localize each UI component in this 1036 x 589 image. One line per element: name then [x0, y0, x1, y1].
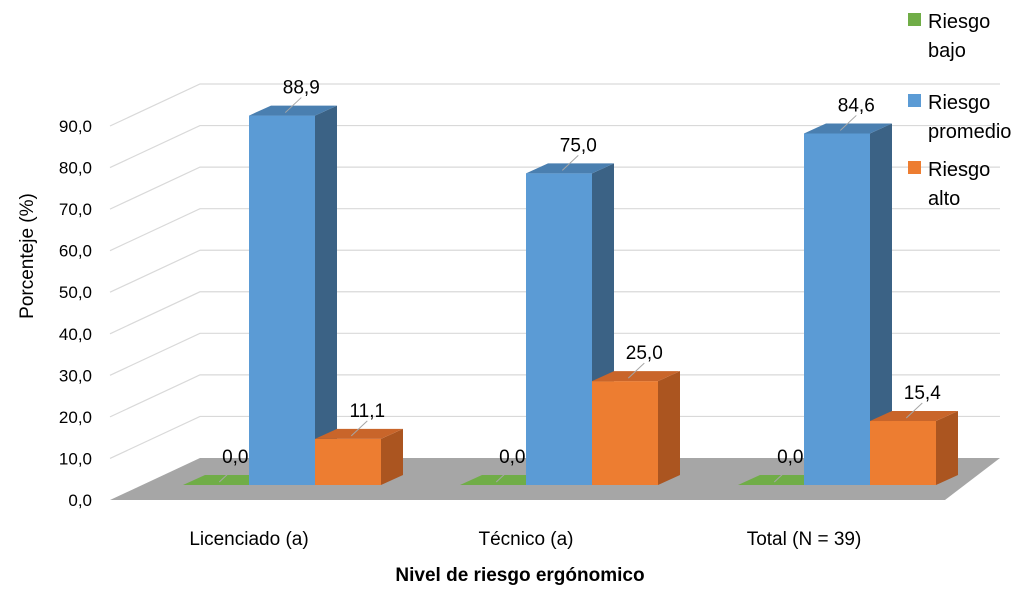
bar-side [658, 371, 680, 485]
data-labels: 0,0 88,9 11,1 0,0 75,0 25,0 0,0 84,6 15,4 [218, 78, 941, 483]
bar [526, 163, 614, 486]
gridline [109, 166, 1000, 210]
legend-label: promedio [928, 121, 1011, 143]
gridline [109, 291, 1000, 335]
label-leader [218, 466, 236, 483]
bar [804, 123, 892, 485]
legend-label: Riesgo [928, 159, 990, 181]
bar-front [315, 438, 381, 485]
legend-label: Riesgo [928, 92, 990, 114]
gridline [109, 374, 1000, 418]
x-category-label: Técnico (a) [478, 529, 573, 550]
data-label: 11,1 [350, 401, 386, 422]
y-tick-label: 90,0 [59, 117, 92, 136]
y-tick-label: 10,0 [59, 449, 92, 468]
legend-item: Riesgo alto [908, 159, 990, 210]
bar-top [526, 163, 614, 174]
y-tick-label: 50,0 [59, 283, 92, 302]
x-category-label: Licenciado (a) [189, 529, 308, 550]
label-leader [284, 97, 302, 113]
label-leader [773, 466, 791, 483]
x-axis-title: Nivel de riesgo ergónomico [395, 565, 644, 586]
bar [249, 105, 337, 486]
bar-top [249, 105, 337, 116]
legend-swatch [908, 161, 921, 174]
y-tick-labels: 0,0 10,0 20,0 30,0 40,0 50,0 60,0 70,0 80,0 90,0 [59, 117, 92, 510]
label-leader [627, 362, 645, 379]
y-axis-title: Porcenteje (%) [17, 193, 38, 319]
legend-item: Riesgo bajo [908, 11, 990, 62]
label-leader [350, 420, 368, 437]
y-tick-label: 70,0 [59, 200, 92, 219]
label-leader [905, 402, 923, 419]
label-leader [839, 115, 857, 131]
data-label: 0,0 [777, 447, 803, 468]
y-tick-label: 20,0 [59, 408, 92, 427]
data-label: 15,4 [904, 383, 941, 404]
gridline [109, 83, 1000, 127]
legend-swatch [908, 13, 921, 26]
y-tick-label: 80,0 [59, 159, 92, 178]
category-labels: Licenciado (a) Técnico (a) Total (N = 39) [189, 529, 861, 550]
data-label: 25,0 [626, 343, 663, 364]
gridline [109, 415, 1000, 459]
data-label: 0,0 [499, 447, 525, 468]
bar-side [381, 428, 403, 485]
bar-front [526, 173, 592, 486]
data-label: 0,0 [222, 447, 248, 468]
bar-side [315, 105, 337, 486]
bars [183, 105, 958, 486]
bar-top [592, 371, 680, 382]
legend-item: Riesgo promedio [908, 92, 1011, 143]
legend-label: alto [928, 188, 960, 210]
gridline [109, 208, 1000, 252]
bar-side [936, 411, 958, 485]
x-category-label: Total (N = 39) [747, 529, 862, 550]
legend: Riesgo bajo Riesgo promedio Riesgo alto [908, 11, 1011, 210]
gridline [109, 124, 1000, 169]
bar-front [804, 133, 870, 485]
bar-front [870, 421, 936, 485]
bar-top [870, 411, 958, 422]
legend-label: Riesgo [928, 11, 990, 33]
label-leader [495, 466, 513, 483]
bar-top [315, 428, 403, 439]
bar [870, 411, 958, 485]
bar [592, 371, 680, 485]
y-tick-label: 60,0 [59, 242, 92, 261]
label-leader [561, 154, 579, 171]
gridline [109, 249, 1000, 293]
bar [315, 428, 403, 485]
data-label: 88,9 [283, 78, 320, 99]
y-tick-label: 0,0 [68, 491, 92, 510]
legend-swatch [908, 94, 921, 107]
gridline [109, 332, 1000, 376]
bar-top [804, 123, 892, 134]
bar-front [249, 115, 315, 486]
y-tick-label: 40,0 [59, 325, 92, 344]
gridlines [109, 83, 1000, 459]
y-tick-label: 30,0 [59, 366, 92, 385]
bar-side [870, 123, 892, 485]
bar-front [592, 381, 658, 485]
data-label: 75,0 [560, 135, 597, 156]
legend-label: bajo [928, 40, 966, 62]
data-label: 84,6 [838, 95, 875, 116]
